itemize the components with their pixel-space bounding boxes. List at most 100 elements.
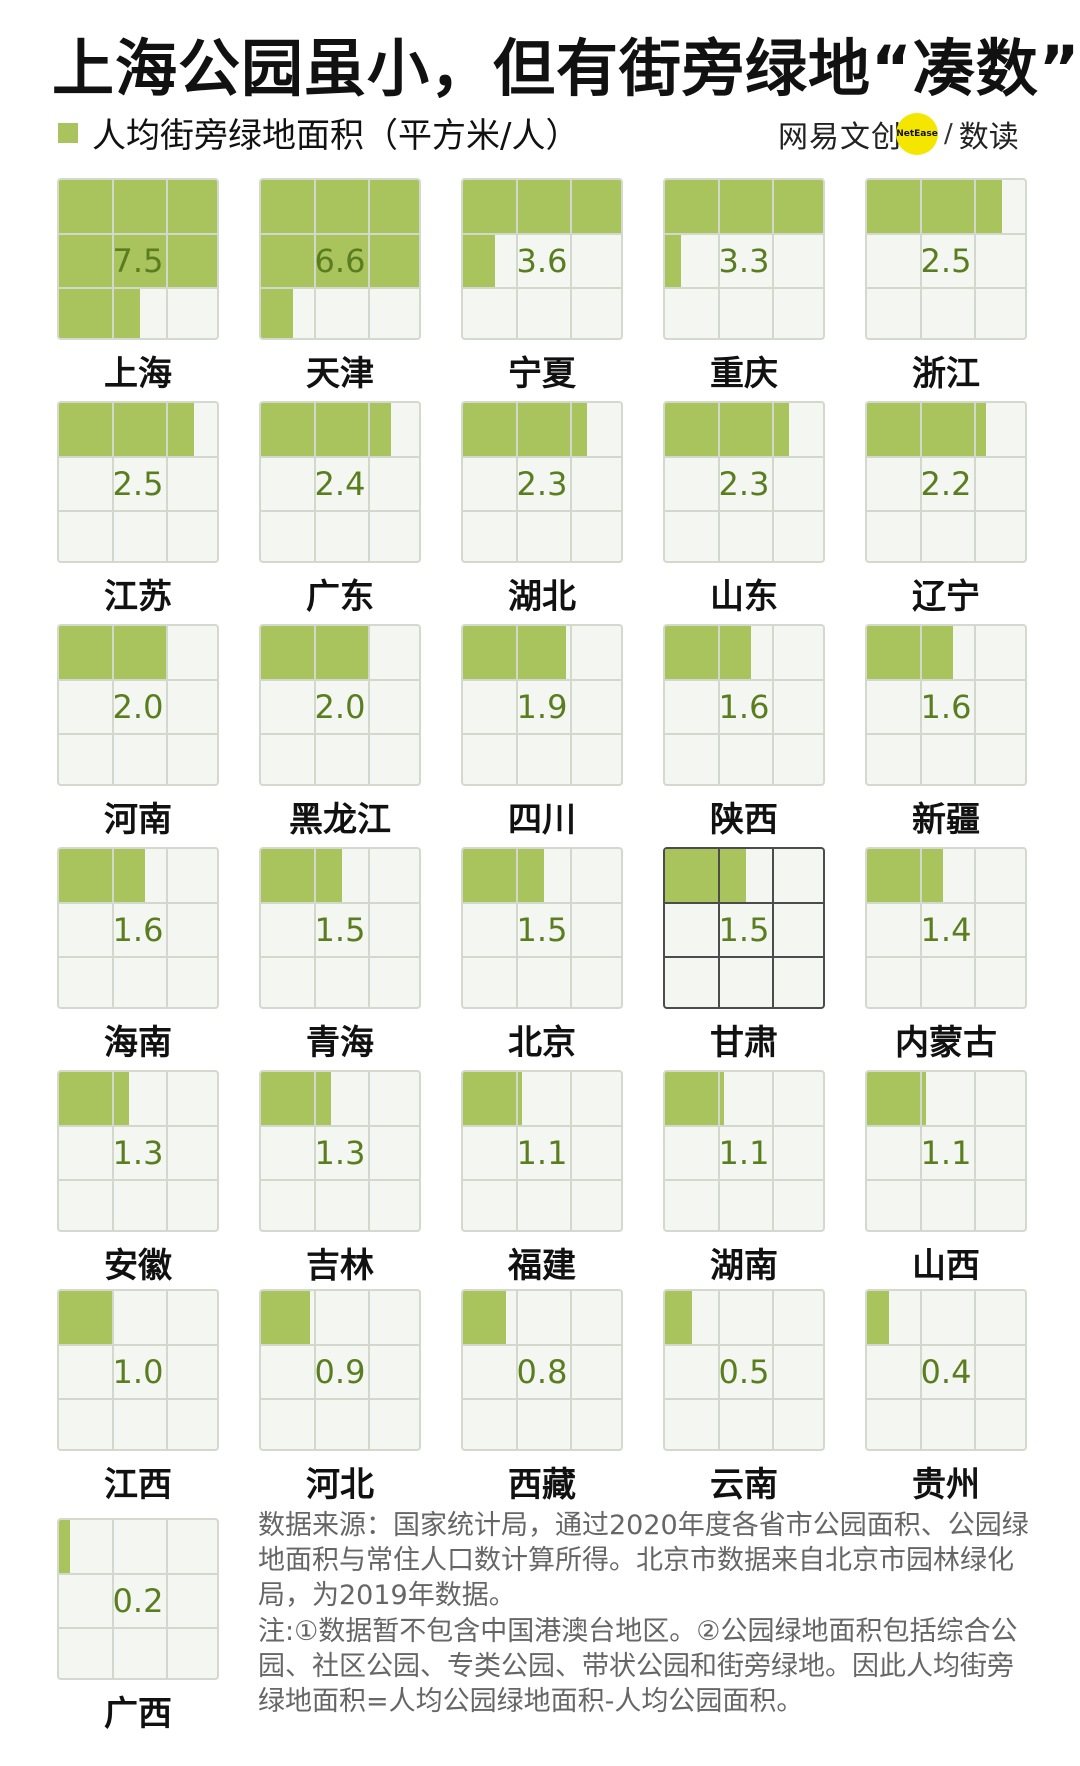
grid-line: [261, 1398, 419, 1400]
grid-line: [59, 902, 217, 904]
grid-line: [166, 1072, 168, 1230]
province-label: 贵州: [912, 1465, 980, 1505]
waffle-grid: [259, 847, 421, 1009]
grid-line: [920, 1072, 922, 1230]
waffle-fill: [867, 403, 986, 457]
value-label: 1.1: [920, 1134, 972, 1172]
value-label: 0.4: [920, 1353, 972, 1391]
grid-line: [261, 510, 419, 512]
waffle-grid: [663, 847, 825, 1009]
grid-line: [368, 1291, 370, 1449]
grid-line: [59, 1573, 217, 1575]
value-label: 1.1: [516, 1134, 568, 1172]
waffle-fill: [867, 180, 1002, 234]
waffle-grid: [663, 1289, 825, 1451]
grid-line: [920, 849, 922, 1007]
grid-line: [463, 1344, 621, 1346]
brand-slash: /: [944, 119, 953, 149]
grid-line: [867, 1344, 1025, 1346]
grid-line: [261, 233, 419, 235]
province-label: 河北: [306, 1465, 374, 1505]
waffle-fill: [261, 1072, 332, 1126]
waffle-fill: [463, 180, 621, 234]
waffle-grid: [865, 1070, 1027, 1232]
footnote: 注:①数据暂不包含中国港澳台地区。②公园绿地面积包括综合公园、社区公园、专类公园…: [258, 1616, 1018, 1717]
grid-line: [570, 403, 572, 561]
waffle-grid: [259, 1289, 421, 1451]
grid-line: [261, 902, 419, 904]
province-label: 山东: [710, 577, 778, 617]
province-label: 陕西: [710, 800, 778, 840]
value-label: 3.6: [516, 242, 568, 280]
grid-line: [867, 956, 1025, 958]
province-label: 江西: [104, 1465, 172, 1505]
waffle-fill: [261, 180, 419, 234]
grid-line: [516, 626, 518, 784]
grid-line: [261, 1179, 419, 1181]
grid-line: [516, 403, 518, 561]
province-label: 西藏: [508, 1465, 576, 1505]
waffle-grid: [57, 1070, 219, 1232]
grid-line: [261, 956, 419, 958]
waffle-grid: [461, 1070, 623, 1232]
province-label: 云南: [710, 1465, 778, 1505]
grid-line: [920, 626, 922, 784]
province-label: 湖南: [710, 1246, 778, 1286]
waffle-fill: [463, 234, 496, 288]
waffle-grid: [663, 624, 825, 786]
province-label: 广西: [104, 1694, 172, 1734]
grid-line: [867, 1179, 1025, 1181]
value-label: 2.3: [516, 465, 568, 503]
grid-line: [920, 403, 922, 561]
value-label: 2.4: [314, 465, 366, 503]
grid-line: [112, 180, 114, 338]
province-label: 上海: [104, 354, 172, 394]
grid-line: [463, 956, 621, 958]
grid-line: [867, 1398, 1025, 1400]
grid-line: [718, 180, 720, 338]
grid-line: [665, 1179, 823, 1181]
grid-line: [59, 1344, 217, 1346]
waffle-fill: [463, 1291, 507, 1345]
waffle-grid: [57, 401, 219, 563]
waffle-grid: [663, 401, 825, 563]
grid-line: [772, 849, 774, 1007]
grid-line: [314, 403, 316, 561]
province-label: 辽宁: [912, 577, 980, 617]
waffle-fill: [867, 1072, 927, 1126]
waffle-grid: [461, 401, 623, 563]
grid-line: [166, 1520, 168, 1678]
value-label: 2.2: [920, 465, 972, 503]
waffle-grid: [865, 847, 1027, 1009]
waffle-fill: [665, 626, 752, 680]
waffle-fill: [261, 234, 419, 288]
grid-line: [314, 849, 316, 1007]
grid-line: [112, 403, 114, 561]
grid-line: [516, 1072, 518, 1230]
grid-line: [261, 679, 419, 681]
province-label: 内蒙古: [895, 1023, 997, 1063]
grid-line: [516, 180, 518, 338]
legend: 人均街旁绿地面积（平方米/人）: [58, 108, 579, 157]
province-label: 天津: [306, 354, 374, 394]
value-label: 1.6: [718, 688, 770, 726]
grid-line: [112, 1072, 114, 1230]
grid-line: [314, 180, 316, 338]
waffle-grid: [57, 624, 219, 786]
grid-line: [59, 956, 217, 958]
grid-line: [974, 626, 976, 784]
province-label: 安徽: [104, 1246, 172, 1286]
grid-line: [920, 180, 922, 338]
grid-line: [463, 1125, 621, 1127]
waffle-fill: [665, 1291, 692, 1345]
grid-line: [570, 626, 572, 784]
value-label: 0.5: [718, 1353, 770, 1391]
grid-line: [867, 902, 1025, 904]
waffle-grid: [461, 178, 623, 340]
grid-line: [463, 1179, 621, 1181]
waffle-grid: [461, 624, 623, 786]
data-source: 数据来源：国家统计局，通过2020年度各省市公园面积、公园绿地面积与常住人口数计…: [258, 1510, 1029, 1611]
waffle-fill: [261, 1291, 310, 1345]
waffle-fill: [59, 1072, 130, 1126]
grid-line: [867, 1125, 1025, 1127]
